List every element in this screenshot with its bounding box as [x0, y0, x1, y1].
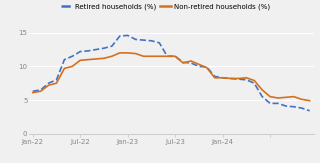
Retired households (%) — [126, 34, 130, 36]
Retired households (%) — [189, 62, 193, 64]
Non-retired households (%) — [62, 67, 66, 69]
Non-retired households (%) — [228, 77, 232, 79]
Non-retired households (%) — [284, 96, 288, 98]
Retired households (%) — [141, 39, 145, 41]
Non-retired households (%) — [276, 97, 280, 99]
Retired households (%) — [276, 102, 280, 104]
Retired households (%) — [165, 55, 169, 57]
Non-retired households (%) — [173, 55, 177, 57]
Retired households (%) — [284, 105, 288, 107]
Retired households (%) — [308, 110, 312, 112]
Retired households (%) — [236, 78, 240, 80]
Non-retired households (%) — [308, 100, 312, 102]
Retired households (%) — [244, 79, 248, 81]
Retired households (%) — [134, 38, 138, 40]
Retired households (%) — [181, 61, 185, 63]
Retired households (%) — [31, 90, 35, 92]
Retired households (%) — [157, 42, 161, 44]
Non-retired households (%) — [300, 98, 304, 100]
Non-retired households (%) — [134, 53, 138, 55]
Non-retired households (%) — [70, 65, 74, 67]
Non-retired households (%) — [141, 55, 145, 57]
Retired households (%) — [86, 50, 90, 52]
Retired households (%) — [221, 77, 225, 79]
Non-retired households (%) — [205, 67, 209, 69]
Non-retired households (%) — [197, 63, 201, 65]
Retired households (%) — [55, 79, 59, 81]
Non-retired households (%) — [31, 92, 35, 94]
Line: Retired households (%): Retired households (%) — [33, 35, 310, 111]
Non-retired households (%) — [189, 60, 193, 62]
Non-retired households (%) — [236, 77, 240, 79]
Retired households (%) — [260, 96, 264, 98]
Retired households (%) — [102, 47, 106, 49]
Non-retired households (%) — [244, 77, 248, 79]
Retired households (%) — [62, 59, 66, 61]
Non-retired households (%) — [102, 57, 106, 59]
Retired households (%) — [205, 66, 209, 68]
Retired households (%) — [268, 102, 272, 104]
Non-retired households (%) — [292, 96, 296, 98]
Non-retired households (%) — [181, 62, 185, 64]
Non-retired households (%) — [55, 82, 59, 84]
Retired households (%) — [118, 35, 122, 37]
Non-retired households (%) — [78, 59, 82, 61]
Retired households (%) — [300, 107, 304, 109]
Non-retired households (%) — [110, 55, 114, 57]
Retired households (%) — [197, 65, 201, 67]
Retired households (%) — [70, 55, 74, 57]
Retired households (%) — [149, 40, 153, 42]
Retired households (%) — [47, 82, 51, 84]
Non-retired households (%) — [213, 77, 217, 79]
Retired households (%) — [213, 75, 217, 77]
Non-retired households (%) — [165, 55, 169, 57]
Retired households (%) — [110, 45, 114, 47]
Non-retired households (%) — [39, 90, 43, 92]
Retired households (%) — [78, 51, 82, 52]
Non-retired households (%) — [157, 55, 161, 57]
Retired households (%) — [228, 77, 232, 79]
Retired households (%) — [39, 89, 43, 91]
Non-retired households (%) — [126, 52, 130, 54]
Non-retired households (%) — [268, 96, 272, 98]
Non-retired households (%) — [221, 77, 225, 79]
Non-retired households (%) — [252, 80, 256, 82]
Non-retired households (%) — [47, 84, 51, 86]
Retired households (%) — [252, 82, 256, 84]
Non-retired households (%) — [149, 55, 153, 57]
Non-retired households (%) — [118, 52, 122, 54]
Retired households (%) — [173, 55, 177, 57]
Non-retired households (%) — [94, 58, 98, 60]
Non-retired households (%) — [86, 59, 90, 61]
Retired households (%) — [292, 106, 296, 108]
Legend: Retired households (%), Non-retired households (%): Retired households (%), Non-retired hous… — [61, 4, 270, 10]
Non-retired households (%) — [260, 89, 264, 91]
Line: Non-retired households (%): Non-retired households (%) — [33, 53, 310, 101]
Retired households (%) — [94, 49, 98, 51]
